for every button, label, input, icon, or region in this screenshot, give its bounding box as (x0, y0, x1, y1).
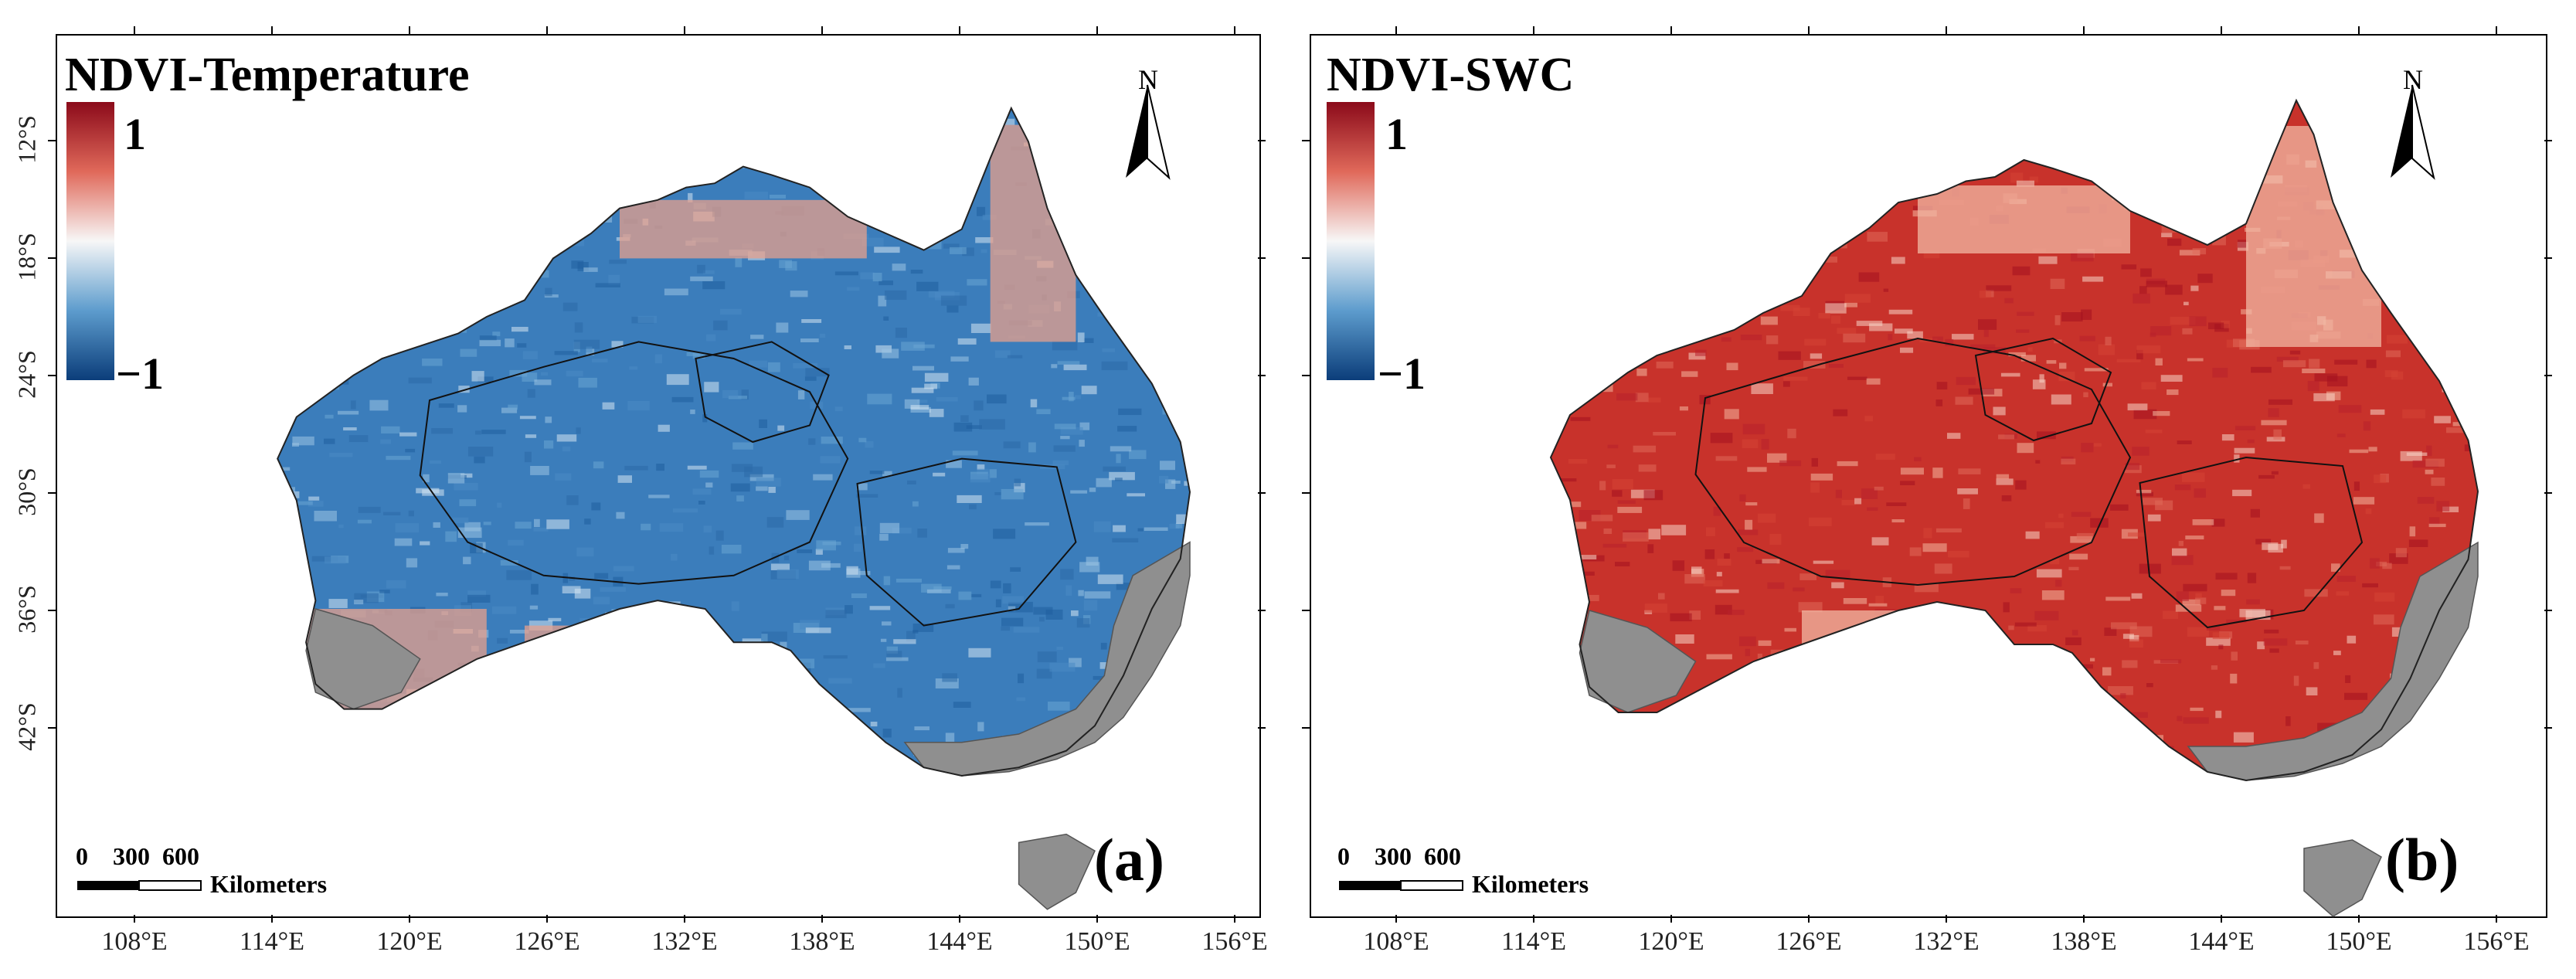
lon-tick-label: 120°E (1638, 927, 1704, 956)
north-arrow-label: N (2403, 64, 2423, 95)
lon-tick-label: 120°E (376, 927, 443, 956)
panel-title: NDVI-SWC (1327, 49, 1575, 101)
scale-bar-black (1339, 881, 1401, 890)
panel-letter: (a) (1094, 826, 1164, 893)
north-arrow-icon-half (1147, 84, 1171, 180)
colorbar (1327, 102, 1375, 380)
tasmania (1018, 833, 1096, 910)
scale-bar-unit: Kilometers (210, 870, 328, 898)
lon-tick-label: 150°E (2326, 927, 2392, 956)
lon-tick-label: 150°E (1064, 927, 1130, 956)
region-contour (2139, 456, 2364, 629)
tasmania (2303, 839, 2382, 917)
lon-tick-label: 108°E (101, 927, 168, 956)
colorbar-max-label: 1 (1385, 109, 1408, 159)
north-arrow-icon (2391, 85, 2412, 178)
terrain-southwest (305, 608, 421, 710)
panel-letter: (b) (2385, 826, 2459, 893)
scale-bar-white (1400, 880, 1463, 891)
terrain-east (903, 541, 1191, 777)
lat-tick-label: 12°S (12, 115, 41, 164)
panel-title: NDVI-Temperature (65, 49, 470, 101)
lon-tick-label: 108°E (1363, 927, 1429, 956)
lon-tick-label: 114°E (1500, 927, 1567, 956)
lat-tick-label: 42°S (12, 702, 41, 751)
colorbar (66, 102, 114, 380)
terrain-east (2187, 541, 2479, 781)
australia-outline (277, 106, 1191, 777)
lat-tick-label: 36°S (12, 585, 41, 634)
north-arrow-icon (1126, 85, 1147, 178)
scale-bar-numbers: 0 300 600 (76, 842, 199, 870)
lon-tick-label: 144°E (926, 927, 993, 956)
map-svg-a (48, 26, 1266, 923)
lon-tick-label: 126°E (514, 927, 580, 956)
scale-bar-numbers: 0 300 600 (1337, 842, 1461, 870)
australia-outline (1549, 98, 2479, 782)
lon-tick-label: 156°E (1201, 927, 1268, 956)
lon-tick-label: 132°E (1913, 927, 1980, 956)
lat-tick-label: 24°S (12, 350, 41, 399)
north-arrow-label: N (1138, 64, 1158, 95)
colorbar-max-label: 1 (124, 109, 146, 159)
lon-tick-label: 132°E (651, 927, 718, 956)
lon-tick-label: 144°E (2188, 927, 2255, 956)
region-contour (695, 341, 830, 444)
region-contour (1974, 337, 2112, 442)
map-panel-a: NDVI-Temperature 1 −1 N (a) 0 300 600 Ki… (12, 26, 1268, 956)
lat-tick-label: 18°S (12, 233, 41, 281)
lon-tick-label: 138°E (2051, 927, 2117, 956)
lon-tick-label: 138°E (789, 927, 855, 956)
scale-bar-black (77, 881, 139, 890)
region-contour (856, 457, 1077, 627)
scale-bar-unit: Kilometers (1472, 870, 1589, 898)
north-arrow-icon-half (2411, 84, 2435, 180)
map-svg-b (1302, 26, 2552, 923)
lat-tick-label: 30°S (12, 467, 41, 516)
lon-tick-label: 126°E (1776, 927, 1842, 956)
terrain-southwest (1579, 610, 1697, 713)
scale-bar-white (138, 880, 202, 891)
lon-tick-label: 114°E (239, 927, 305, 956)
colorbar-min-label: −1 (116, 348, 165, 399)
region-contour (419, 341, 849, 585)
lon-tick-label: 156°E (2463, 927, 2530, 956)
map-panel-b: NDVI-SWC 1 −1 N (b) 0 300 600 Kilometers… (1288, 0, 2576, 979)
colorbar-min-label: −1 (1378, 348, 1426, 399)
region-contour (1694, 337, 2132, 586)
